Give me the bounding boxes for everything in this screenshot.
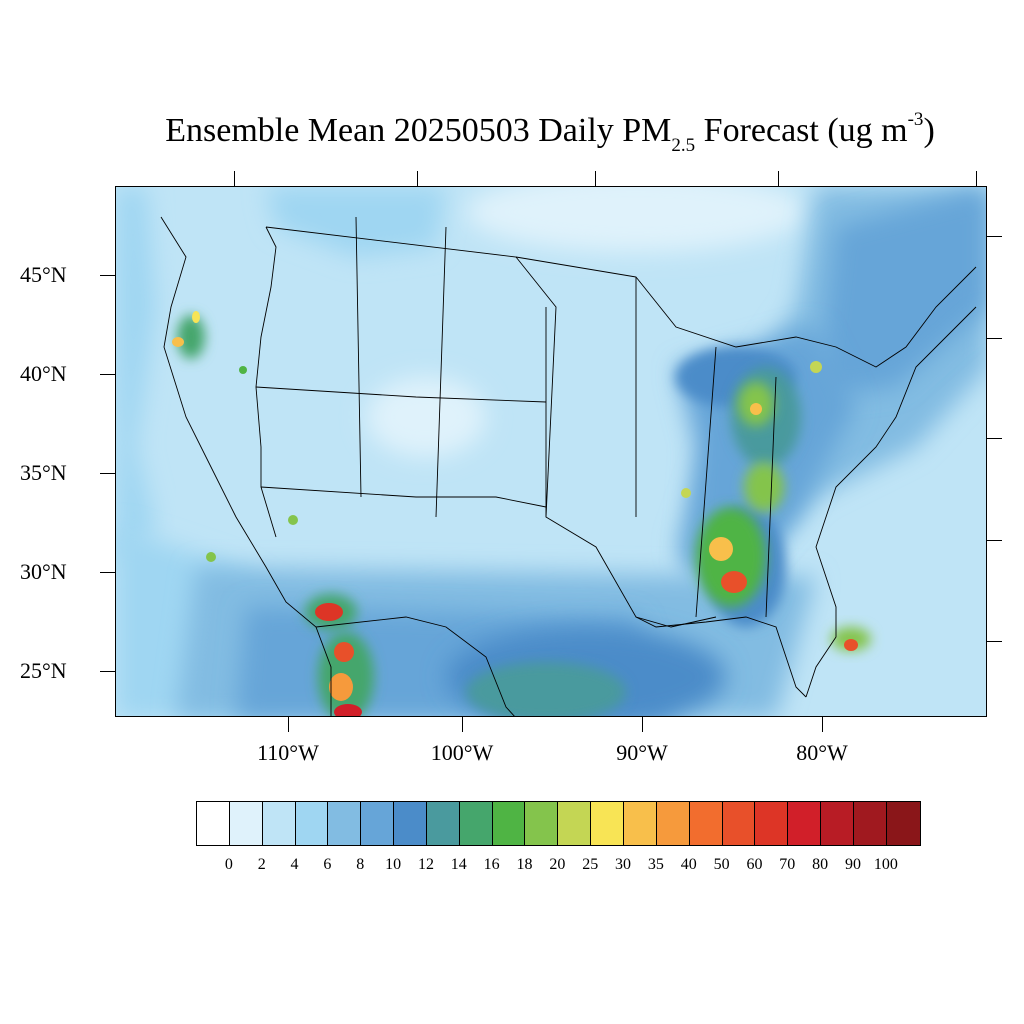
lat-label-30n: 30°N <box>20 559 67 584</box>
colorbar-swatch <box>394 802 427 845</box>
central-boundaries <box>265 226 717 628</box>
colorbar-swatch <box>788 802 822 845</box>
right-tick <box>987 540 1002 541</box>
great-lakes-region <box>515 256 977 368</box>
left-tick <box>100 374 115 375</box>
northeast-haze <box>816 187 986 397</box>
colorbar-tick-label: 6 <box>323 856 332 873</box>
colorbar-tick-label: 25 <box>582 856 599 873</box>
map-panel <box>115 186 987 717</box>
colorbar-tick-label: 14 <box>450 856 467 873</box>
top-tick <box>976 171 977 186</box>
colorbar-swatch <box>558 802 592 845</box>
bottom-tick <box>642 717 643 732</box>
colorbar-swatch <box>886 802 920 845</box>
gulf-core-2 <box>466 662 626 716</box>
left-tick <box>100 671 115 672</box>
colorbar-tick-label: 60 <box>746 856 763 873</box>
colorbar-tick-label: 18 <box>516 856 533 873</box>
colorbar-swatch <box>361 802 395 845</box>
left-tick <box>100 572 115 573</box>
colorbar-swatch <box>426 802 460 845</box>
colorbar-swatch <box>722 802 756 845</box>
colorbar-swatch <box>656 802 690 845</box>
right-tick <box>987 438 1002 439</box>
colorbar-tick-label: 4 <box>290 856 299 873</box>
colorbar-swatch <box>328 802 362 845</box>
lat-label-40n: 40°N <box>20 361 67 386</box>
title-text-middle: Forecast (ug m <box>695 112 908 149</box>
state-line-35 <box>260 486 547 508</box>
colorbar-swatch <box>591 802 624 845</box>
colorbar-tick-label: 35 <box>647 856 664 873</box>
plains-clean-area <box>366 377 486 457</box>
bottom-tick <box>822 717 823 732</box>
right-tick <box>987 338 1002 339</box>
right-tick <box>987 236 1002 237</box>
pacific-shading <box>116 187 156 567</box>
lat-label-45n: 45°N <box>20 262 67 287</box>
title-text-suffix: ) <box>923 112 935 149</box>
colorbar <box>196 801 921 846</box>
left-tick <box>100 275 115 276</box>
colorbar-tick-label: 80 <box>812 856 829 873</box>
colorbar-swatch <box>853 802 887 845</box>
top-tick <box>778 171 779 186</box>
colorbar-swatch <box>492 802 526 845</box>
colorbar-swatch <box>229 802 263 845</box>
colorbar-tick-label: 30 <box>615 856 632 873</box>
hotspots <box>172 311 871 716</box>
state-line-40 <box>255 386 547 403</box>
colorbar-tick-label: 2 <box>257 856 266 873</box>
colorbar-swatch <box>623 802 657 845</box>
map-title: Ensemble Mean 20250503 Daily PM2.5 Forec… <box>0 108 1024 156</box>
pm25-map <box>116 187 986 716</box>
left-tick <box>100 473 115 474</box>
title-text: Ensemble Mean 20250503 Daily PM <box>165 112 672 149</box>
colorbar-tick-label: 90 <box>845 856 861 873</box>
west-coastline <box>160 216 332 716</box>
colorbar-swatch <box>755 802 789 845</box>
lon-label-90w: 90°W <box>616 740 668 765</box>
western-state-lines <box>255 226 277 538</box>
colorbar-tick-label: 0 <box>224 856 233 873</box>
colorbar-swatch <box>525 802 559 845</box>
lon-label-110w: 110°W <box>257 740 319 765</box>
colorbar-swatch <box>197 802 230 845</box>
bottom-tick <box>462 717 463 732</box>
colorbar-swatch <box>262 802 296 845</box>
colorbar-tick-label: 100 <box>873 856 898 873</box>
atlantic-coastline <box>805 306 977 698</box>
colorbar-tick-label: 40 <box>680 856 697 873</box>
top-tick <box>234 171 235 186</box>
colorbar-swatch <box>689 802 723 845</box>
us-mexico-border <box>315 616 515 716</box>
right-tick <box>987 641 1002 642</box>
lon-label-80w: 80°W <box>796 740 848 765</box>
lat-label-35n: 35°N <box>20 460 67 485</box>
colorbar-swatch <box>459 802 493 845</box>
colorbar-tick-label: 10 <box>385 856 402 873</box>
colorbar-tick-label: 12 <box>417 856 434 873</box>
colorbar-swatch <box>821 802 854 845</box>
state-lines-vertical <box>355 216 777 618</box>
top-tick <box>417 171 418 186</box>
colorbar-tick-label: 20 <box>549 856 566 873</box>
political-boundaries <box>160 216 977 716</box>
lon-label-100w: 100°W <box>430 740 494 765</box>
colorbar-tick-label: 8 <box>356 856 365 873</box>
top-tick <box>595 171 596 186</box>
lat-label-25n: 25°N <box>20 658 67 683</box>
title-superscript: -3 <box>907 108 924 130</box>
colorbar-swatch <box>295 802 329 845</box>
great-lakes-clean-area <box>466 187 806 252</box>
colorbar-tick-label: 50 <box>713 856 730 873</box>
colorbar-tick-label: 70 <box>779 856 796 873</box>
colorbar-tick-label: 16 <box>483 856 500 873</box>
bottom-tick <box>288 717 289 732</box>
title-subscript: 2.5 <box>671 134 696 156</box>
gulf-coastline <box>635 616 807 698</box>
